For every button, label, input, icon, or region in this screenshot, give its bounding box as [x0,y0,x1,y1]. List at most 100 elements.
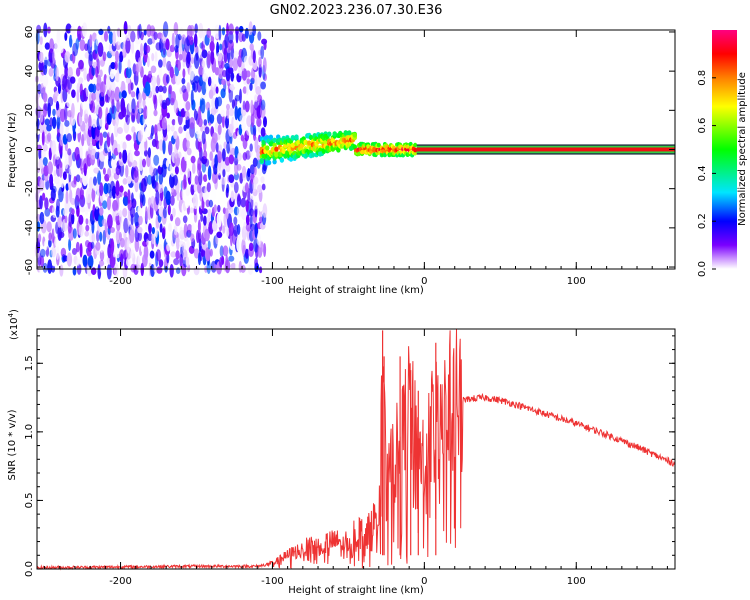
spectrogram-noise-mark [90,241,95,249]
spectrogram-noise-mark [200,248,206,257]
spectrogram-noise-mark [79,206,86,213]
spectrogram-noise-mark [218,197,223,204]
spectrogram-noise-mark [138,23,142,39]
spectrogram-noise-mark [68,238,72,252]
spectrogram-noise-mark [110,89,115,105]
spectrogram-noise-mark [69,34,73,48]
spectrogram-noise-mark [133,131,137,143]
spectrogram-noise-mark [102,51,107,62]
spectrogram-noise-mark [221,255,225,265]
spectrogram-noise-mark [211,188,216,202]
spectrogram-noise-mark [210,35,215,44]
spectrogram-noise-mark [157,243,163,251]
spectrogram-noise-mark [222,245,229,257]
spectrogram-noise-mark [192,162,196,174]
spectrogram-noise-mark [159,223,163,233]
spectrogram-noise-mark [186,51,191,64]
spectrogram-noise-mark [193,33,198,48]
spectrogram-noise-mark [241,165,247,178]
spectrogram-noise-mark [260,99,266,111]
spectrogram-noise-mark [225,254,229,270]
spectrogram-noise-mark [260,81,266,90]
spectrogram-noise-mark [67,148,72,156]
spectrogram-noise-mark [237,152,242,161]
spectrogram-noise-mark [153,154,160,166]
spectrogram-noise-mark [151,52,155,62]
spectrogram-noise-mark [99,231,103,242]
spectrogram-noise-mark [91,118,97,128]
spectrogram-noise-mark [131,98,136,114]
snr-multiplier: (x104) [7,309,20,340]
spectrogram-noise-mark [185,256,190,267]
spectrogram-noise-mark [99,182,104,197]
spectrogram-noise-mark [107,214,113,230]
spectrogram-noise-mark [127,59,131,69]
spectrogram-noise-mark [189,36,194,46]
spectrogram-noise-mark [91,233,96,242]
spectrogram-noise-mark [125,34,131,42]
spectrogram-burst-mark [268,134,274,140]
spectrogram-noise-mark [169,173,175,189]
spectrogram-noise-mark [45,179,50,190]
spectrogram-noise-mark [233,116,239,129]
spectrogram-noise-mark [250,99,254,115]
spectrogram-noise-mark [222,168,226,178]
spectrogram-noise-mark [201,80,207,96]
spectrogram-noise-mark [56,198,60,212]
spectrogram-noise-mark [153,168,158,176]
spectrogram-noise-mark [245,248,249,259]
snr-y-tick-label: 0.5 [24,492,35,508]
spectrogram-noise-mark [147,184,151,193]
spectrogram-noise-mark [201,49,208,59]
spectrogram-noise-mark [36,43,43,52]
spectrogram-noise-mark [212,171,218,184]
spectrogram-noise-mark [236,164,242,171]
spectrogram-noise-mark [228,23,234,35]
spectrogram-noise-mark [59,264,64,277]
spectrogram-noise-mark [216,51,223,62]
spectrogram-y-tick-label: 40 [24,65,35,78]
spectrogram-noise-mark [72,82,77,91]
spectrogram-noise-mark [222,225,226,234]
spectrogram-noise-mark [245,199,249,213]
spectrogram-noise-mark [146,105,152,120]
spectrogram-noise-mark [54,149,61,160]
spectrogram-noise-mark [258,266,263,274]
spectrogram-noise-mark [64,215,68,224]
spectrogram-noise-mark [41,129,45,146]
spectrogram-noise-mark [256,232,261,246]
spectrogram-noise-mark [187,168,191,179]
spectrogram-noise-mark [260,45,265,60]
spectrogram-noise-mark [261,261,265,273]
spectrogram-noise-mark [200,213,204,222]
spectrogram-noise-mark [64,197,70,214]
spectrogram-noise-mark [234,105,239,121]
spectrogram-noise-mark [205,101,211,111]
spectrogram-noise-mark [261,183,266,191]
spectrogram-noise-mark [129,224,135,236]
spectrogram-noise-mark [49,173,54,187]
spectrogram-noise-mark [93,167,100,174]
spectrogram-noise-mark [233,216,238,226]
spectrogram-noise-mark [110,180,115,192]
spectrogram-noise-mark [108,123,112,138]
spectrogram-noise-mark [190,171,195,186]
spectrogram-noise-mark [185,101,191,111]
spectrogram-noise-mark [204,228,210,242]
spectrogram-noise-mark [137,57,142,73]
spectrogram-noise-mark [37,233,42,243]
spectrogram-noise-mark [158,85,164,93]
spectrogram-noise-mark [182,241,186,253]
carrier-line-core [416,147,675,152]
spectrogram-noise-mark [52,185,57,194]
spectrogram-noise-mark [245,70,251,78]
spectrogram-tone-mark [357,151,361,157]
spectrogram-noise-mark [197,219,201,234]
spectrogram-noise-mark [119,185,124,193]
spectrogram-noise-mark [179,226,183,235]
spectrogram-noise-mark [54,236,60,248]
spectrogram-noise-mark [154,132,158,148]
spectrogram-noise-mark [49,117,54,127]
spectrogram-noise-mark [47,96,54,107]
